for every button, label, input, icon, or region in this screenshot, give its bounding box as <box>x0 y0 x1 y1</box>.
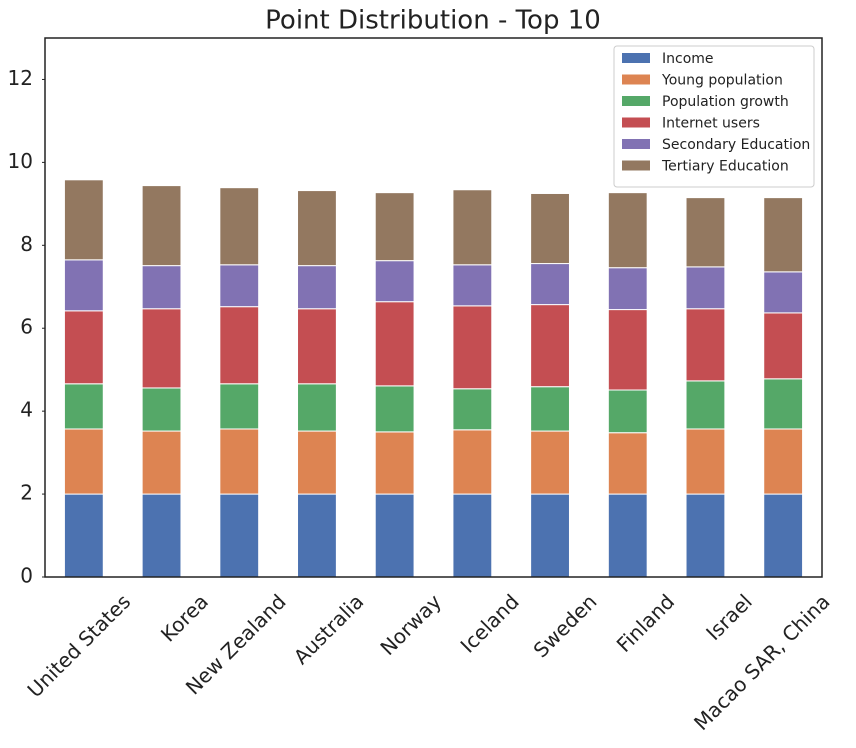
bar-segment <box>763 378 804 430</box>
bar-segment <box>763 197 804 273</box>
plot-frame <box>44 37 823 578</box>
bar-segment <box>374 260 415 303</box>
legend-label: Population growth <box>662 94 789 110</box>
bar-segment <box>219 264 260 308</box>
bar-segment <box>530 386 570 432</box>
x-tick-label: Israel <box>701 589 757 645</box>
bar-segment <box>607 309 648 391</box>
y-tick-label: 0 <box>20 564 33 588</box>
bar-segment <box>63 493 104 578</box>
y-tick-label: 12 <box>8 66 33 90</box>
legend-label: Tertiary Education <box>661 159 789 175</box>
x-tick-label: Norway <box>375 589 446 660</box>
bar-segment <box>141 185 182 267</box>
bar-segment <box>374 493 415 578</box>
bar-segment <box>530 430 570 495</box>
bar-segment <box>763 493 804 578</box>
y-tick-label: 6 <box>20 315 33 339</box>
legend-label: Secondary Education <box>662 137 810 153</box>
bar-segment <box>452 264 493 307</box>
bar-segment <box>685 428 726 495</box>
bar-segment <box>685 308 726 382</box>
bar-segment <box>607 432 648 495</box>
x-tick-label: Finland <box>612 589 680 657</box>
legend: Income Young population Population growth I… <box>613 45 815 188</box>
bar-segment <box>530 304 570 388</box>
bar-segment <box>763 428 804 495</box>
bar-segment <box>530 263 570 306</box>
bar-segment <box>219 493 260 578</box>
bar-segment <box>63 428 104 495</box>
bar-segment <box>219 187 260 266</box>
x-tick-label: Korea <box>156 589 213 646</box>
bar-segment <box>763 312 804 380</box>
bar-segment <box>63 259 104 312</box>
legend-label: Young population <box>661 73 783 89</box>
x-tick-label: Macao SAR, China <box>689 589 835 735</box>
legend-swatch <box>622 96 650 106</box>
chart-title: Point Distribution - Top 10 <box>265 6 601 36</box>
bar-segment <box>63 310 104 385</box>
legend-swatch <box>622 74 650 85</box>
legend-swatch <box>622 117 650 128</box>
bar-segment <box>297 493 337 578</box>
bar-segment <box>141 387 182 432</box>
legend-swatch <box>622 160 650 171</box>
bar-segment <box>452 305 493 390</box>
x-tick-label: Iceland <box>456 589 524 657</box>
y-tick-label: 8 <box>20 232 33 256</box>
legend-swatch <box>622 53 650 63</box>
bar-segment <box>685 266 726 310</box>
y-tick-label: 10 <box>8 149 33 173</box>
bar-segment <box>452 189 493 266</box>
bar-segment <box>141 265 182 310</box>
bar-segment <box>374 385 415 433</box>
bar-segment <box>452 388 493 431</box>
bar-segment <box>374 192 415 262</box>
bar-segment <box>297 383 337 432</box>
bar-segment <box>297 308 337 385</box>
y-tick-label: 4 <box>20 398 33 422</box>
x-tick-label: United States <box>23 589 136 702</box>
bar-segment <box>452 429 493 495</box>
bar-segment <box>141 308 182 389</box>
bar-segment <box>607 389 648 434</box>
bar-segment <box>141 430 182 495</box>
bar-segment <box>685 380 726 430</box>
legend-label: Income <box>662 51 714 67</box>
legend-swatch <box>622 139 650 149</box>
legend-box <box>613 45 815 188</box>
bar-segment <box>297 430 337 495</box>
bar-segment <box>607 192 648 269</box>
bar-segment <box>63 383 104 430</box>
x-tick-label: Australia <box>289 589 369 669</box>
bar-segment <box>219 428 260 495</box>
bar-segment <box>607 267 648 311</box>
x-tick-label: Sweden <box>529 589 602 662</box>
bar-segment <box>141 493 182 578</box>
bar-segment <box>763 271 804 314</box>
bar-segment <box>530 493 570 578</box>
bar-segment <box>219 306 260 385</box>
bar-segment <box>219 383 260 430</box>
bar-segment <box>297 190 337 267</box>
bar-segment <box>374 431 415 495</box>
bar-segment <box>452 493 493 578</box>
y-tick-label: 2 <box>20 481 33 505</box>
bar-segment <box>607 493 648 578</box>
bar-segment <box>297 265 337 310</box>
bar-segment <box>530 192 570 265</box>
bar-segment <box>374 301 415 387</box>
legend-label: Internet users <box>662 116 760 132</box>
bar-segment <box>685 197 726 268</box>
bar-segment <box>63 179 104 261</box>
bar-segment <box>685 493 726 578</box>
